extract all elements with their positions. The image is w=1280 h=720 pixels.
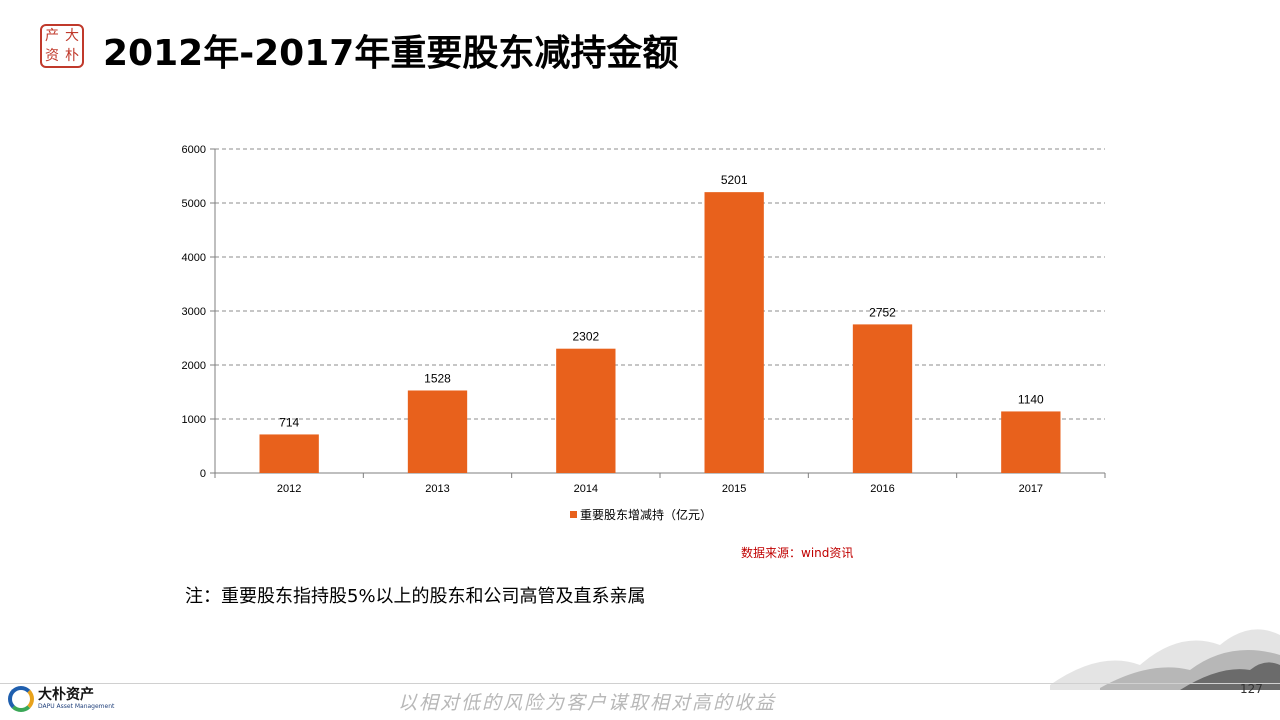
footer-logo: 大朴资产 DAPU Asset Management — [8, 686, 114, 712]
logo-icon — [8, 686, 34, 712]
seal-char: 大 — [65, 28, 79, 44]
data-label-2013: 1528 — [424, 371, 451, 385]
logo-english-name: DAPU Asset Management — [38, 703, 115, 710]
y-tick-label: 0 — [200, 468, 206, 480]
footer-divider — [0, 683, 1280, 684]
y-tick-label: 4000 — [182, 252, 206, 264]
legend-swatch — [570, 511, 577, 518]
bar-2014 — [556, 348, 616, 473]
seal-char: 产 — [45, 28, 59, 44]
page-number: 127 — [1240, 682, 1263, 696]
ink-landscape-decoration — [1050, 629, 1280, 690]
seal-char: 朴 — [65, 48, 79, 64]
x-tick-label: 2012 — [277, 483, 301, 495]
y-tick-label: 6000 — [182, 144, 206, 156]
slide-title: 2012年-2017年重要股东减持金额 — [103, 33, 679, 74]
x-tick-label: 2015 — [722, 483, 746, 495]
data-label-2015: 5201 — [721, 173, 748, 187]
data-label-2017: 1140 — [1018, 392, 1044, 406]
y-tick-label: 3000 — [182, 306, 206, 318]
bar-2015 — [704, 192, 764, 473]
bar-2013 — [407, 390, 468, 473]
data-label-2016: 2752 — [869, 305, 896, 319]
y-tick-label: 2000 — [182, 360, 206, 372]
y-tick-label: 1000 — [182, 414, 206, 426]
data-label-2014: 2302 — [572, 330, 599, 344]
data-label-2012: 714 — [279, 415, 299, 429]
logo-name: 大朴资产 — [38, 687, 94, 703]
data-source: 数据来源：wind资讯 — [741, 546, 854, 560]
company-seal-logo: 产 大 资 朴 — [40, 24, 84, 68]
footer-slogan: 以相对低的风险为客户谋取相对高的收益 — [398, 692, 777, 714]
seal-char: 资 — [45, 48, 59, 64]
y-tick-label: 5000 — [182, 198, 206, 210]
chart-legend: 重要股东增减持（亿元） — [570, 506, 712, 523]
x-tick-label: 2017 — [1019, 483, 1043, 495]
x-tick-label: 2014 — [574, 483, 598, 495]
bar-2016 — [852, 324, 913, 473]
footnote: 注：重要股东指持股5%以上的股东和公司高管及直系亲属 — [185, 586, 646, 607]
x-tick-label: 2013 — [425, 483, 449, 495]
legend-label: 重要股东增减持（亿元） — [580, 508, 713, 522]
x-tick-label: 2016 — [870, 483, 894, 495]
bar-2012 — [259, 434, 319, 473]
bar-2017 — [1001, 411, 1061, 473]
